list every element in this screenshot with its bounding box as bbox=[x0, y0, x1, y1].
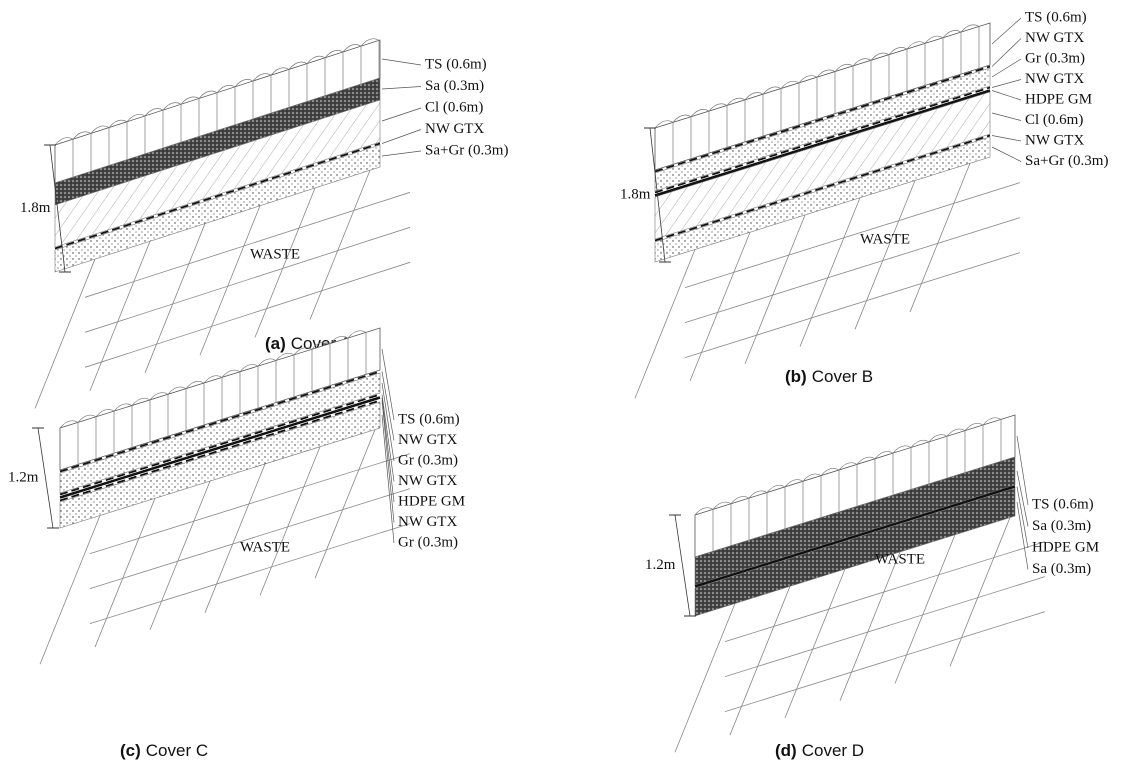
layer-label: TS (0.6m) bbox=[425, 56, 487, 72]
figure: TS (0.6m) Sa (0.3m) Cl (0.6m) NW GTX Sa+Gr (… bbox=[0, 0, 1146, 772]
caption-letter: (d) bbox=[775, 741, 797, 760]
leader-line bbox=[992, 18, 1021, 44]
waste-grid bbox=[840, 552, 900, 701]
layer-label: Gr (0.3m) bbox=[398, 534, 458, 550]
waste-grid bbox=[40, 516, 100, 665]
layer-label: NW GTX bbox=[398, 473, 457, 489]
waste-label: WASTE bbox=[860, 231, 910, 247]
layer-label: HDPE GM bbox=[1025, 91, 1092, 107]
layer-label: Gr (0.3m) bbox=[1025, 50, 1085, 66]
caption-letter: (b) bbox=[785, 367, 807, 386]
layer-label: NW GTX bbox=[1025, 132, 1084, 148]
cover-panel: TS (0.6m) NW GTX Gr (0.3m) NW GTX HDPE GM Cl … bbox=[620, 9, 1108, 398]
layer-label: HDPE GM bbox=[1032, 539, 1099, 555]
caption-letter: (a) bbox=[265, 334, 286, 353]
waste-grid bbox=[150, 481, 210, 630]
waste-grid bbox=[910, 163, 970, 312]
layer-label: NW GTX bbox=[1025, 71, 1084, 87]
leader-line bbox=[992, 59, 1021, 77]
leader-line bbox=[382, 108, 421, 121]
waste-grid bbox=[200, 206, 260, 355]
waste-grid bbox=[90, 241, 150, 390]
waste-grid bbox=[800, 198, 860, 347]
waste-grid bbox=[315, 430, 375, 579]
waste-grid bbox=[310, 170, 370, 319]
layer-label: NW GTX bbox=[398, 514, 457, 530]
leader-line bbox=[382, 415, 394, 543]
leader-line bbox=[992, 147, 1021, 162]
leader-line bbox=[382, 87, 421, 90]
leader-line bbox=[992, 80, 1021, 88]
height-label: 1.2m bbox=[645, 557, 676, 573]
layer-label: Cl (0.6m) bbox=[1025, 112, 1083, 128]
leader-line bbox=[992, 113, 1021, 121]
waste-grid bbox=[950, 518, 1010, 667]
caption-letter: (c) bbox=[120, 741, 141, 760]
dimension-line bbox=[675, 515, 690, 616]
leader-line bbox=[382, 151, 421, 156]
cover-panel: TS (0.6m) NW GTX Gr (0.3m) NW GTX HDPE GM NW … bbox=[8, 328, 465, 760]
layer-label: TS (0.6m) bbox=[1032, 496, 1094, 512]
panel-caption: (c) Cover C bbox=[120, 741, 208, 760]
waste-grid bbox=[95, 498, 155, 647]
layer-label: Sa (0.3m) bbox=[425, 78, 484, 94]
caption-text: Cover B bbox=[812, 367, 873, 386]
layer-label: Cl (0.6m) bbox=[425, 99, 483, 115]
waste-label: WASTE bbox=[875, 551, 925, 567]
layer-label: Sa+Gr (0.3m) bbox=[1025, 153, 1108, 169]
waste-grid bbox=[255, 188, 315, 337]
waste-grid bbox=[145, 224, 205, 373]
waste-grid bbox=[205, 464, 265, 613]
layer-label: Sa (0.3m) bbox=[1032, 518, 1091, 534]
cover-panel: TS (0.6m) Sa (0.3m) Cl (0.6m) NW GTX Sa+Gr (… bbox=[20, 39, 508, 409]
leader-line bbox=[382, 130, 421, 144]
waste-grid bbox=[745, 215, 805, 364]
waste-label: WASTE bbox=[240, 539, 290, 555]
waste-grid bbox=[855, 181, 915, 330]
layer-label: HDPE GM bbox=[398, 493, 465, 509]
panel-caption: (b) Cover B bbox=[785, 367, 873, 386]
waste-grid bbox=[260, 447, 320, 596]
layer-label: Sa+Gr (0.3m) bbox=[425, 142, 508, 158]
layer-label: NW GTX bbox=[425, 121, 484, 137]
caption-text: Cover C bbox=[146, 741, 208, 760]
layer-label: NW GTX bbox=[1025, 30, 1084, 46]
waste-grid bbox=[675, 604, 735, 753]
waste-label: WASTE bbox=[250, 246, 300, 262]
layer-label: NW GTX bbox=[398, 432, 457, 448]
leader-line bbox=[382, 59, 421, 65]
waste-grid bbox=[690, 232, 750, 381]
layer-label: Gr (0.3m) bbox=[398, 452, 458, 468]
height-label: 1.8m bbox=[620, 186, 651, 202]
waste-grid bbox=[730, 586, 790, 735]
waste-grid bbox=[35, 259, 95, 408]
leader-line bbox=[1017, 502, 1028, 570]
height-label: 1.2m bbox=[8, 469, 39, 485]
layer-label: Sa (0.3m) bbox=[1032, 561, 1091, 577]
panel-caption: (d) Cover D bbox=[775, 741, 864, 760]
leader-line bbox=[992, 39, 1021, 67]
cover-panel: TS (0.6m) Sa (0.3m) HDPE GM Sa (0.3m) 1.2m WA… bbox=[645, 415, 1099, 760]
height-label: 1.8m bbox=[20, 200, 51, 216]
layer-label: TS (0.6m) bbox=[398, 411, 460, 427]
leader-line bbox=[992, 91, 1021, 101]
waste-grid bbox=[785, 569, 845, 718]
dimension-line bbox=[38, 428, 53, 528]
leader-line bbox=[992, 136, 1021, 142]
caption-text: Cover D bbox=[802, 741, 864, 760]
layer-label: TS (0.6m) bbox=[1025, 9, 1087, 25]
waste-grid bbox=[635, 249, 695, 398]
